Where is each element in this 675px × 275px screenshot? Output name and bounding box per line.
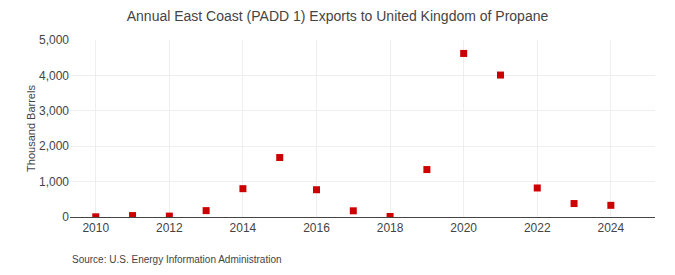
- svg-text:2,000: 2,000: [39, 139, 69, 153]
- svg-text:2022: 2022: [524, 221, 551, 235]
- svg-text:5,000: 5,000: [39, 33, 69, 47]
- svg-text:Thousand Barrels: Thousand Barrels: [25, 85, 37, 172]
- svg-text:3,000: 3,000: [39, 104, 69, 118]
- svg-text:1,000: 1,000: [39, 175, 69, 189]
- svg-text:2014: 2014: [230, 221, 257, 235]
- svg-text:Source: U.S. Energy Informatio: Source: U.S. Energy Information Administ…: [72, 254, 282, 265]
- svg-text:0: 0: [62, 210, 69, 224]
- svg-text:2012: 2012: [156, 221, 183, 235]
- svg-text:Annual East Coast (PADD 1) Exp: Annual East Coast (PADD 1) Exports to Un…: [127, 8, 549, 24]
- svg-text:2024: 2024: [597, 221, 624, 235]
- svg-text:2020: 2020: [450, 221, 477, 235]
- svg-text:2018: 2018: [377, 221, 404, 235]
- svg-text:4,000: 4,000: [39, 69, 69, 83]
- svg-text:2016: 2016: [303, 221, 330, 235]
- svg-text:2010: 2010: [82, 221, 109, 235]
